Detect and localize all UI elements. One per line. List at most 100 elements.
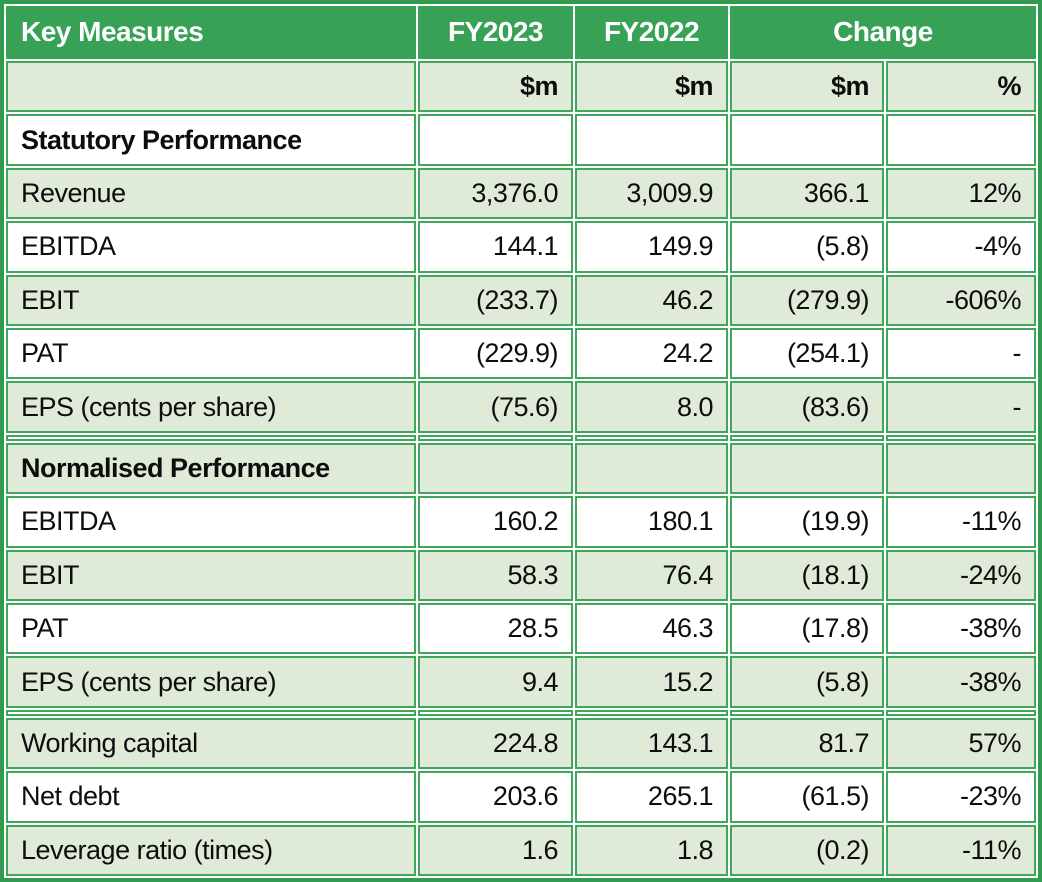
row-label: Leverage ratio (times) <box>6 824 416 876</box>
change-pct-value: -4% <box>886 221 1036 273</box>
change-m-value: (0.2) <box>730 824 884 876</box>
table-row-ebit-statutory: EBIT (233.7) 46.2 (279.9) -606% <box>6 274 1036 326</box>
table-row-revenue: Revenue 3,376.0 3,009.9 366.1 12% <box>6 167 1036 220</box>
table-row-spacer <box>6 709 1036 716</box>
fy2022-value: 180.1 <box>575 496 728 548</box>
change-pct-value <box>886 114 1036 166</box>
row-label: EPS (cents per share) <box>6 656 416 708</box>
fy2022-value: 1.8 <box>575 824 728 876</box>
header-key-measures: Key Measures <box>6 6 416 59</box>
change-m-value: (17.8) <box>730 602 884 655</box>
change-m-value: 366.1 <box>730 167 884 220</box>
fy2022-value <box>575 442 728 495</box>
change-pct-value: - <box>886 328 1036 380</box>
fy2023-value: (75.6) <box>418 381 573 433</box>
row-label: Working capital <box>6 717 416 770</box>
table-header-row: Key Measures FY2023 FY2022 Change <box>6 6 1036 59</box>
row-label: Revenue <box>6 167 416 220</box>
row-label <box>6 709 416 716</box>
change-pct-value: -23% <box>886 771 1036 823</box>
change-pct-value: 12% <box>886 167 1036 220</box>
change-m-value: (83.6) <box>730 381 884 433</box>
row-label: EBITDA <box>6 221 416 273</box>
fy2022-value: 8.0 <box>575 381 728 433</box>
fy2022-value: 46.3 <box>575 602 728 655</box>
fy2023-value <box>418 114 573 166</box>
fy2022-value: 15.2 <box>575 656 728 708</box>
change-m-value: 81.7 <box>730 717 884 770</box>
row-label: EBIT <box>6 549 416 601</box>
row-label: Normalised Performance <box>6 442 416 495</box>
fy2022-value: 265.1 <box>575 771 728 823</box>
change-pct-value: -24% <box>886 549 1036 601</box>
fy2023-value: 1.6 <box>418 824 573 876</box>
change-m-value: (5.8) <box>730 656 884 708</box>
table-row-section-statutory: Statutory Performance <box>6 114 1036 166</box>
table-row-spacer <box>6 434 1036 441</box>
change-pct-value: -606% <box>886 274 1036 326</box>
fy2022-value: 24.2 <box>575 328 728 380</box>
table-row-pat-normalised: PAT 28.5 46.3 (17.8) -38% <box>6 602 1036 655</box>
fy2023-value: 28.5 <box>418 602 573 655</box>
table-row-eps-normalised: EPS (cents per share) 9.4 15.2 (5.8) -38… <box>6 656 1036 708</box>
fy2022-value: 3,009.9 <box>575 167 728 220</box>
header-change: Change <box>730 6 1036 59</box>
table-row-ebit-normalised: EBIT 58.3 76.4 (18.1) -24% <box>6 549 1036 601</box>
row-label: EBIT <box>6 274 416 326</box>
change-m-value <box>730 114 884 166</box>
change-pct-value: -38% <box>886 656 1036 708</box>
fy2023-value: 58.3 <box>418 549 573 601</box>
change-pct-value: -11% <box>886 496 1036 548</box>
row-label: EPS (cents per share) <box>6 381 416 433</box>
change-pct-value: -11% <box>886 824 1036 876</box>
row-label: Net debt <box>6 771 416 823</box>
fy2022-value: 149.9 <box>575 221 728 273</box>
units-fy2023: $m <box>418 60 573 113</box>
fy2023-value: (233.7) <box>418 274 573 326</box>
fy2022-value: 46.2 <box>575 274 728 326</box>
row-label: PAT <box>6 328 416 380</box>
fy2023-value: 3,376.0 <box>418 167 573 220</box>
row-label <box>6 434 416 441</box>
table-row-ebitda-statutory: EBITDA 144.1 149.9 (5.8) -4% <box>6 221 1036 273</box>
table-row-working-capital: Working capital 224.8 143.1 81.7 57% <box>6 717 1036 770</box>
change-pct-value: 57% <box>886 717 1036 770</box>
fy2023-value: 9.4 <box>418 656 573 708</box>
change-m-value: (18.1) <box>730 549 884 601</box>
fy2023-value: 203.6 <box>418 771 573 823</box>
change-m-value <box>730 442 884 495</box>
table-row-section-normalised: Normalised Performance <box>6 442 1036 495</box>
change-pct-value: - <box>886 381 1036 433</box>
row-label: Statutory Performance <box>6 114 416 166</box>
table-row-leverage-ratio: Leverage ratio (times) 1.6 1.8 (0.2) -11… <box>6 824 1036 876</box>
change-m-value: (279.9) <box>730 274 884 326</box>
fy2023-value <box>418 442 573 495</box>
change-m-value: (61.5) <box>730 771 884 823</box>
units-spacer <box>6 60 416 113</box>
fy2023-value: (229.9) <box>418 328 573 380</box>
fy2023-value: 144.1 <box>418 221 573 273</box>
fy2022-value: 143.1 <box>575 717 728 770</box>
table-row-net-debt: Net debt 203.6 265.1 (61.5) -23% <box>6 771 1036 823</box>
units-fy2022: $m <box>575 60 728 113</box>
fy2022-value <box>575 114 728 166</box>
row-label: PAT <box>6 602 416 655</box>
table-row-ebitda-normalised: EBITDA 160.2 180.1 (19.9) -11% <box>6 496 1036 548</box>
fy2022-value: 76.4 <box>575 549 728 601</box>
table-row-eps-statutory: EPS (cents per share) (75.6) 8.0 (83.6) … <box>6 381 1036 433</box>
change-pct-value <box>886 442 1036 495</box>
table-row-pat-statutory: PAT (229.9) 24.2 (254.1) - <box>6 328 1036 380</box>
units-change-pct: % <box>886 60 1036 113</box>
change-pct-value: -38% <box>886 602 1036 655</box>
units-change-m: $m <box>730 60 884 113</box>
fy2023-value: 224.8 <box>418 717 573 770</box>
header-fy2022: FY2022 <box>575 6 728 59</box>
change-m-value: (254.1) <box>730 328 884 380</box>
row-label: EBITDA <box>6 496 416 548</box>
header-fy2023: FY2023 <box>418 6 573 59</box>
change-m-value: (19.9) <box>730 496 884 548</box>
units-row: $m $m $m % <box>6 60 1036 113</box>
fy2023-value: 160.2 <box>418 496 573 548</box>
change-m-value: (5.8) <box>730 221 884 273</box>
